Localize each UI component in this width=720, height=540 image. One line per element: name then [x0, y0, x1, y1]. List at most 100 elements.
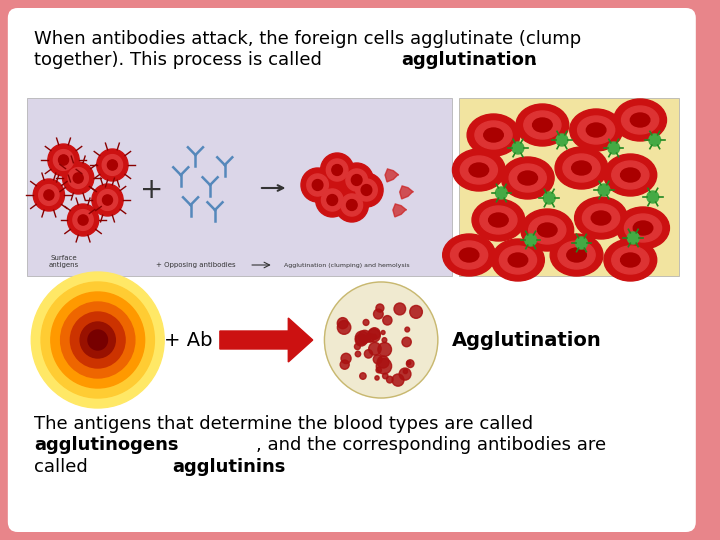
Circle shape: [325, 282, 438, 398]
Ellipse shape: [460, 156, 498, 184]
Ellipse shape: [604, 154, 657, 196]
Ellipse shape: [634, 221, 653, 235]
Circle shape: [556, 134, 568, 146]
Circle shape: [405, 327, 410, 332]
Polygon shape: [400, 186, 413, 199]
Circle shape: [51, 292, 145, 388]
Circle shape: [495, 187, 507, 199]
Circle shape: [403, 369, 408, 374]
Circle shape: [58, 155, 68, 165]
Circle shape: [312, 180, 323, 191]
Ellipse shape: [563, 154, 600, 182]
Text: When antibodies attack, the foreign cells agglutinate (clump: When antibodies attack, the foreign cell…: [35, 30, 582, 48]
Text: agglutinogens: agglutinogens: [35, 436, 179, 455]
Circle shape: [340, 360, 349, 369]
Circle shape: [78, 215, 88, 225]
Circle shape: [381, 330, 385, 334]
Circle shape: [340, 163, 373, 197]
Text: together). This process is called: together). This process is called: [35, 51, 328, 69]
Ellipse shape: [509, 164, 546, 192]
Ellipse shape: [621, 253, 640, 267]
Circle shape: [337, 318, 348, 329]
Text: .: .: [531, 51, 537, 69]
Ellipse shape: [518, 171, 538, 185]
Circle shape: [336, 188, 369, 222]
Circle shape: [399, 368, 411, 380]
Ellipse shape: [577, 116, 615, 144]
Circle shape: [377, 358, 392, 374]
Circle shape: [332, 165, 343, 176]
Circle shape: [382, 373, 388, 379]
Ellipse shape: [612, 246, 649, 274]
Circle shape: [575, 237, 588, 249]
Circle shape: [649, 134, 661, 146]
Ellipse shape: [604, 239, 657, 281]
Ellipse shape: [624, 214, 662, 242]
Circle shape: [363, 320, 369, 326]
Circle shape: [647, 191, 659, 203]
Text: Surface
antigens: Surface antigens: [48, 255, 78, 268]
Ellipse shape: [591, 211, 611, 225]
Circle shape: [321, 189, 343, 211]
Text: called: called: [35, 458, 94, 476]
FancyBboxPatch shape: [27, 98, 452, 276]
Polygon shape: [220, 318, 312, 362]
Ellipse shape: [555, 147, 608, 189]
Circle shape: [107, 160, 117, 170]
Circle shape: [341, 353, 351, 363]
Ellipse shape: [480, 206, 517, 234]
Text: Agglutination (clumping) and hemolysis: Agglutination (clumping) and hemolysis: [284, 263, 410, 268]
Circle shape: [382, 338, 387, 342]
Circle shape: [44, 190, 54, 200]
Circle shape: [394, 303, 405, 315]
Text: + Opposing antibodies: + Opposing antibodies: [156, 262, 235, 268]
Circle shape: [346, 200, 357, 211]
Circle shape: [68, 167, 89, 188]
Ellipse shape: [572, 161, 591, 175]
Ellipse shape: [516, 104, 569, 146]
Circle shape: [525, 234, 536, 246]
Circle shape: [360, 373, 366, 379]
Circle shape: [351, 174, 362, 185]
Circle shape: [367, 329, 380, 342]
Circle shape: [92, 184, 123, 216]
Ellipse shape: [475, 121, 512, 149]
Text: Agglutination: Agglutination: [451, 330, 601, 349]
Circle shape: [338, 321, 351, 334]
Ellipse shape: [570, 109, 623, 151]
Ellipse shape: [451, 241, 487, 269]
Ellipse shape: [501, 157, 554, 199]
Circle shape: [354, 343, 360, 349]
Ellipse shape: [630, 113, 650, 127]
Circle shape: [53, 150, 73, 171]
Circle shape: [346, 169, 367, 191]
Circle shape: [307, 174, 328, 196]
Ellipse shape: [452, 149, 505, 191]
Circle shape: [392, 374, 404, 386]
Ellipse shape: [533, 118, 552, 132]
Circle shape: [369, 342, 381, 355]
Circle shape: [73, 173, 84, 183]
Circle shape: [376, 304, 384, 312]
Circle shape: [378, 342, 392, 356]
Ellipse shape: [467, 114, 520, 156]
Circle shape: [341, 194, 363, 216]
Circle shape: [608, 142, 620, 154]
Circle shape: [71, 312, 125, 368]
Circle shape: [598, 184, 610, 196]
Circle shape: [364, 349, 373, 358]
Circle shape: [355, 334, 367, 346]
Ellipse shape: [489, 213, 508, 227]
Ellipse shape: [538, 223, 557, 237]
Polygon shape: [385, 169, 399, 182]
Circle shape: [88, 330, 107, 350]
Circle shape: [406, 360, 414, 368]
Circle shape: [407, 361, 410, 365]
Circle shape: [63, 162, 94, 194]
Text: agglutination: agglutination: [402, 51, 537, 69]
Ellipse shape: [616, 207, 670, 249]
Ellipse shape: [550, 234, 603, 276]
Ellipse shape: [459, 248, 479, 262]
Ellipse shape: [613, 99, 667, 141]
Circle shape: [369, 328, 380, 339]
